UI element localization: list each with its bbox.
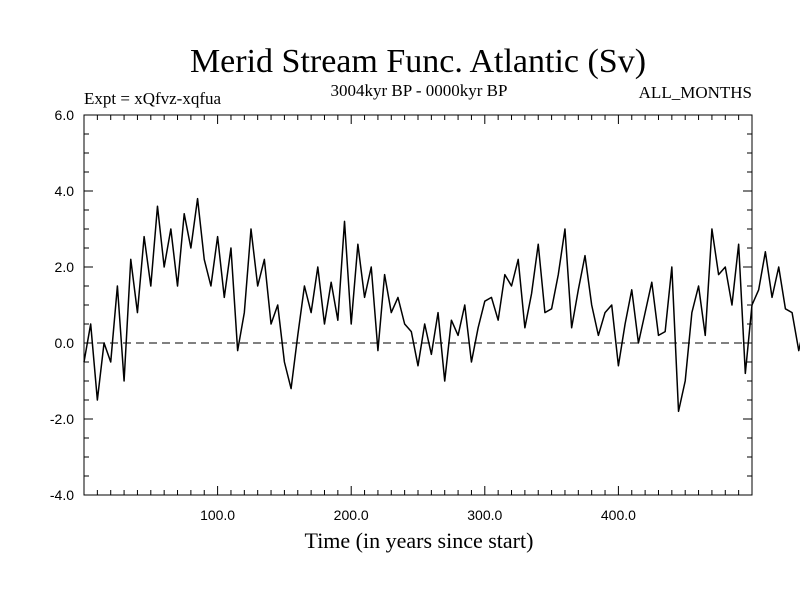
axes: -4.0 -2.0 0.0 2.0 4.0 6.0 100.0 200.0 300.0 400.0 bbox=[50, 107, 753, 523]
time-range-label: 3004kyr BP - 0000kyr BP bbox=[331, 81, 508, 100]
experiment-label: Expt = xQfvz-xqfua bbox=[84, 89, 222, 108]
x-tick-label: 300.0 bbox=[467, 507, 502, 523]
months-label: ALL_MONTHS bbox=[639, 83, 752, 102]
plot-area bbox=[83, 197, 800, 413]
plot-frame bbox=[83, 114, 753, 496]
y-tick-label: -4.0 bbox=[50, 487, 74, 503]
y-tick-label: 2.0 bbox=[55, 259, 75, 275]
chart-title: Merid Stream Func. Atlantic (Sv) bbox=[190, 43, 646, 80]
y-tick-label: 0.0 bbox=[55, 335, 75, 351]
x-tick-label: 100.0 bbox=[200, 507, 235, 523]
y-tick-label: 6.0 bbox=[55, 107, 75, 123]
series-line-0 bbox=[83, 197, 800, 413]
y-tick-label: -2.0 bbox=[50, 411, 74, 427]
x-tick-label: 200.0 bbox=[334, 507, 369, 523]
y-tick-label: 4.0 bbox=[55, 183, 75, 199]
x-axis-label: Time (in years since start) bbox=[305, 528, 534, 553]
x-tick-label: 400.0 bbox=[601, 507, 636, 523]
title-layer: Merid Stream Func. Atlantic (Sv) Expt = … bbox=[84, 43, 752, 108]
